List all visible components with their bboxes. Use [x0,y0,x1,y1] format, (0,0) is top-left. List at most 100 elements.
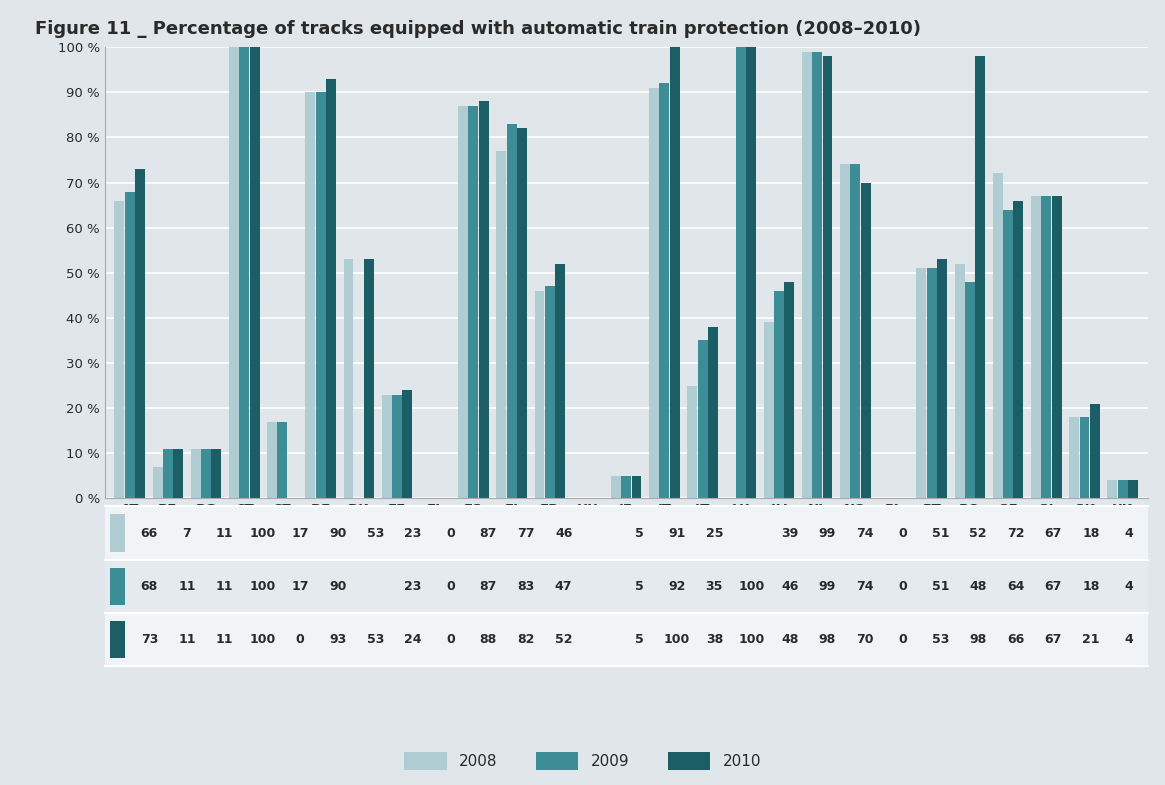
Text: 5: 5 [635,580,643,593]
Text: 64: 64 [1007,580,1024,593]
Bar [649,88,659,498]
Bar [698,341,707,498]
Text: 4: 4 [1124,580,1134,593]
Text: 0: 0 [296,633,304,646]
Text: 11: 11 [178,580,196,593]
Text: 100: 100 [249,633,275,646]
Bar [954,264,965,498]
Text: 0: 0 [898,633,908,646]
Bar [1128,480,1138,498]
Text: 46: 46 [555,527,572,539]
Bar [382,395,391,498]
Text: 77: 77 [517,527,535,539]
Text: 100: 100 [249,580,275,593]
Text: 51: 51 [932,580,949,593]
Bar [736,47,746,498]
Text: 67: 67 [1045,580,1062,593]
Text: 47: 47 [555,580,572,593]
Text: 18: 18 [1082,527,1100,539]
Text: 70: 70 [856,633,874,646]
Bar [1108,480,1117,498]
Text: 39: 39 [781,527,798,539]
Bar [965,282,975,498]
Bar [659,83,670,498]
Bar [784,282,795,498]
Bar [479,101,488,498]
Text: 68: 68 [141,580,158,593]
Text: 73: 73 [141,633,158,646]
Bar [917,268,926,498]
Text: 17: 17 [291,527,309,539]
Bar [458,106,468,498]
Text: 99: 99 [819,580,836,593]
Text: 90: 90 [329,580,346,593]
Legend: 2008, 2009, 2010: 2008, 2009, 2010 [404,752,761,769]
Bar [975,57,986,498]
Text: 100: 100 [739,580,765,593]
Bar [402,390,412,498]
Bar [631,476,642,498]
Text: 25: 25 [706,527,723,539]
Bar [840,165,850,498]
Text: 46: 46 [781,580,798,593]
Bar [535,291,544,498]
Bar [850,165,860,498]
Text: 35: 35 [706,580,723,593]
Bar [1014,201,1023,498]
Bar [163,449,172,498]
Text: 91: 91 [668,527,685,539]
Text: 21: 21 [1082,633,1100,646]
Text: 90: 90 [329,527,346,539]
Bar [670,47,679,498]
Text: 82: 82 [517,633,535,646]
Text: 93: 93 [329,633,346,646]
Text: 11: 11 [178,633,196,646]
Text: 87: 87 [480,580,497,593]
Bar [1089,403,1100,498]
Bar [764,323,774,498]
Bar [191,449,200,498]
Text: 100: 100 [249,527,275,539]
Text: 0: 0 [898,527,908,539]
Bar [239,47,249,498]
Bar [125,192,135,498]
Bar [621,476,631,498]
Text: 0: 0 [446,580,456,593]
Text: 53: 53 [932,633,949,646]
Bar [316,92,325,498]
Text: 67: 67 [1045,527,1062,539]
Bar [365,259,374,498]
Text: 48: 48 [969,580,987,593]
Text: 24: 24 [404,633,422,646]
Text: 38: 38 [706,633,723,646]
Bar [802,52,812,498]
Bar [556,264,565,498]
Bar [1052,196,1061,498]
Text: 74: 74 [856,527,874,539]
Text: 18: 18 [1082,580,1100,593]
Text: 0: 0 [446,633,456,646]
Text: 52: 52 [555,633,572,646]
Bar [687,385,697,498]
Text: 48: 48 [781,633,798,646]
Text: 4: 4 [1124,527,1134,539]
Text: 72: 72 [1007,527,1024,539]
Bar [277,422,288,498]
Bar [135,169,144,498]
Text: 87: 87 [480,527,497,539]
Bar [545,287,555,498]
Text: 11: 11 [216,633,233,646]
Text: 67: 67 [1045,633,1062,646]
Text: 100: 100 [739,633,765,646]
Bar [861,183,870,498]
Bar [344,259,353,498]
Bar [267,422,277,498]
Text: Figure 11 _ Percentage of tracks equipped with automatic train protection (2008–: Figure 11 _ Percentage of tracks equippe… [35,20,922,38]
Text: 66: 66 [1007,633,1024,646]
Text: 100: 100 [664,633,690,646]
Bar [202,449,211,498]
Bar [1080,418,1089,498]
Text: 99: 99 [819,527,836,539]
Bar [496,151,507,498]
Bar [153,467,163,498]
